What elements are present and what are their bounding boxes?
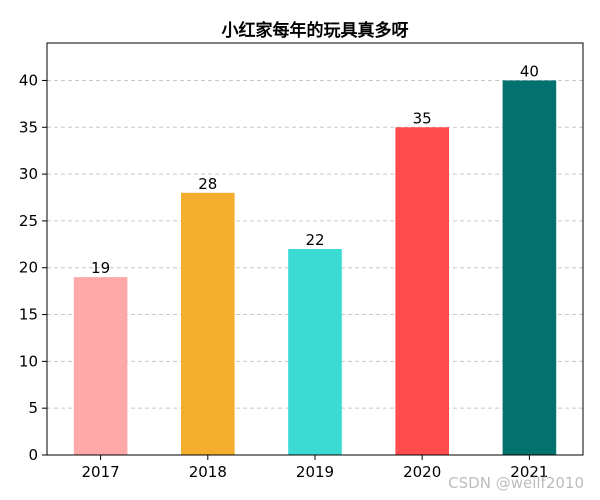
bar-2018 — [181, 192, 235, 455]
y-axis: 0 5 10 15 20 25 30 35 40 — [19, 71, 47, 464]
bar-2019 — [288, 249, 342, 455]
data-label-2018: 28 — [198, 175, 217, 193]
y-tick-label: 20 — [19, 259, 38, 277]
x-tick-label-2018: 2018 — [189, 463, 227, 481]
bar-2021 — [502, 80, 557, 456]
bars — [73, 80, 557, 456]
bar-2017 — [73, 277, 128, 455]
bar-2020 — [395, 127, 449, 455]
y-tick-label: 5 — [28, 399, 38, 417]
y-tick-label: 0 — [28, 446, 38, 464]
x-tick-label-2017: 2017 — [82, 463, 120, 481]
y-tick-label: 10 — [19, 352, 38, 370]
plot-frame — [46, 42, 584, 456]
data-label-2017: 19 — [91, 259, 110, 277]
y-tick-label: 30 — [19, 165, 38, 183]
data-label-2020: 35 — [413, 109, 432, 127]
y-tick-label: 40 — [19, 71, 38, 89]
chart-title: 小红家每年的玩具真多呀 — [222, 20, 409, 41]
y-tick-label: 35 — [19, 118, 38, 136]
x-tick-label-2021: 2021 — [510, 463, 548, 481]
y-tick-label: 25 — [19, 212, 38, 230]
x-axis: 2017 2018 2019 2020 2021 — [82, 455, 548, 481]
data-label-2021: 40 — [520, 62, 539, 80]
data-label-2019: 22 — [305, 231, 324, 249]
y-tick-label: 15 — [19, 306, 38, 324]
data-labels: 19 28 22 35 40 — [91, 62, 539, 277]
x-tick-label-2019: 2019 — [296, 463, 334, 481]
watermark: CSDN @weilf2010 — [448, 474, 584, 492]
x-tick-label-2020: 2020 — [403, 463, 441, 481]
